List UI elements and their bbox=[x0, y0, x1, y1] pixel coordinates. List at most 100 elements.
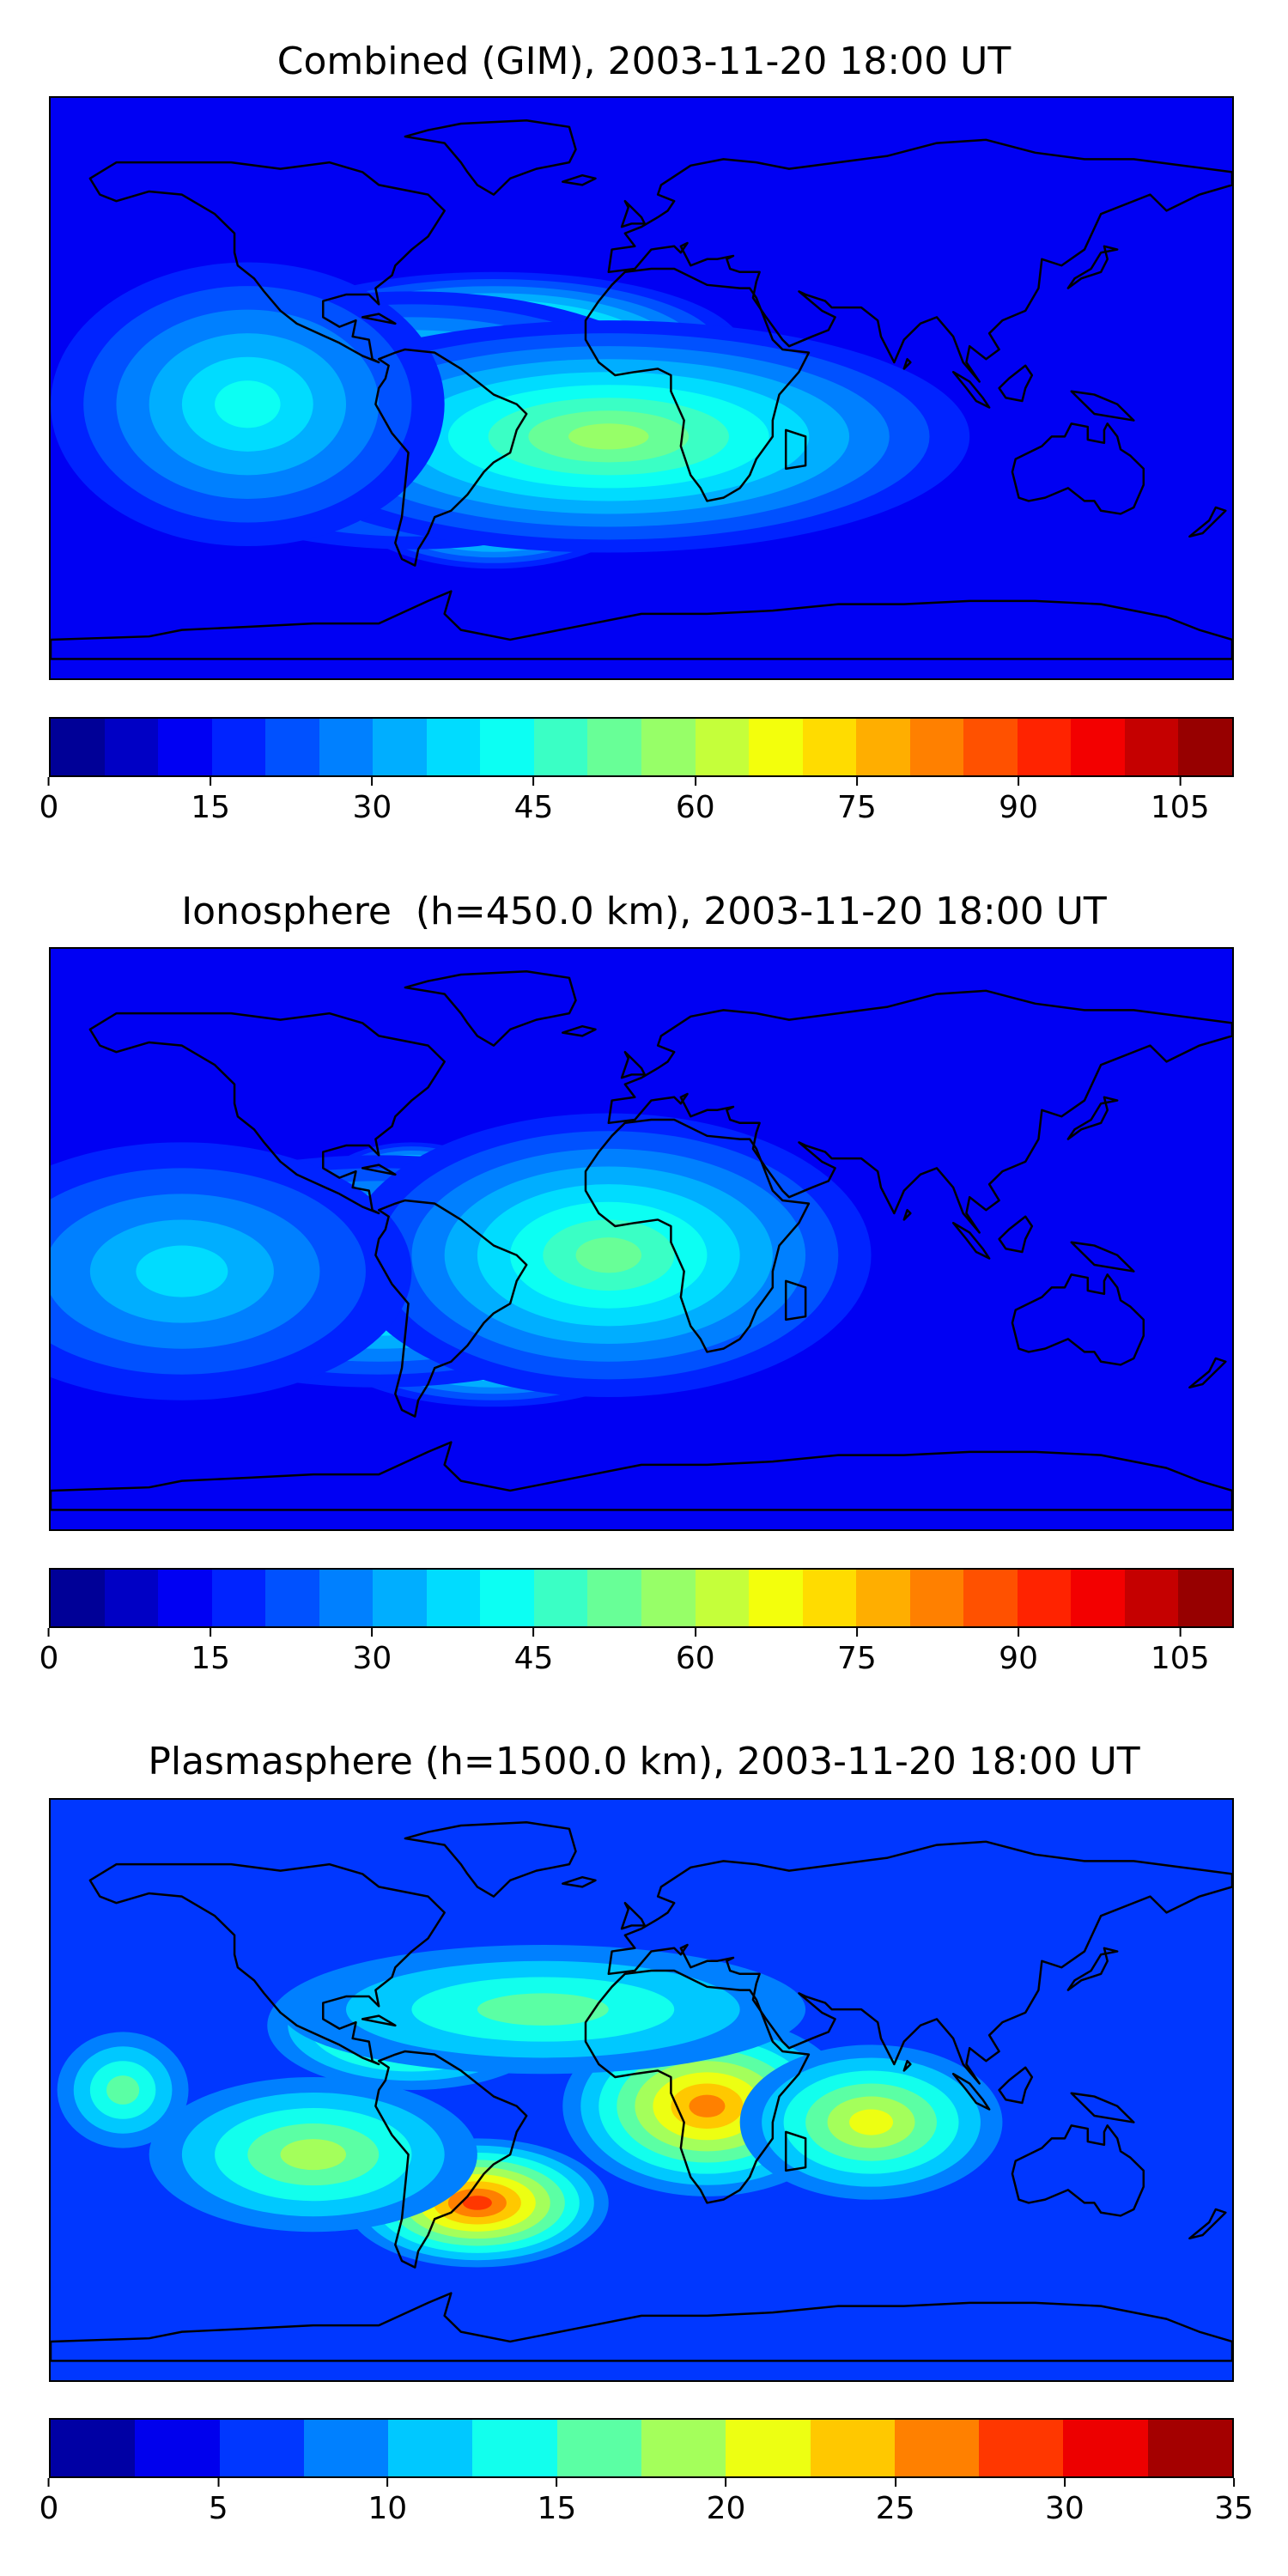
colorbar-tick: 30 bbox=[352, 777, 392, 827]
colorbar-tick: 0 bbox=[39, 1628, 58, 1678]
colorbar-tick-label: 60 bbox=[675, 790, 715, 825]
coastline bbox=[620, 1050, 647, 1079]
colorbar-swatch bbox=[963, 719, 1018, 775]
colorbar-swatch bbox=[51, 1570, 105, 1626]
contour-level bbox=[689, 2094, 726, 2117]
coastline bbox=[1011, 2124, 1145, 2217]
colorbar-swatch bbox=[104, 1570, 159, 1626]
panel-2-map bbox=[49, 947, 1234, 1531]
coastline bbox=[620, 1901, 647, 1930]
colorbar-tick: 10 bbox=[368, 2478, 407, 2528]
coastline bbox=[361, 1163, 397, 1176]
colorbar-swatch bbox=[695, 1570, 750, 1626]
coastline bbox=[998, 2066, 1034, 2105]
colorbar-tick: 75 bbox=[837, 777, 877, 827]
coastline bbox=[404, 1821, 577, 1898]
colorbar-swatch bbox=[641, 719, 696, 775]
coastline bbox=[784, 2130, 807, 2172]
coastline bbox=[374, 1199, 528, 1418]
coastline bbox=[998, 1215, 1034, 1254]
coastline bbox=[562, 1024, 597, 1037]
colorbar-swatch bbox=[51, 2420, 136, 2476]
panel-1-colorbar-ticks: 0 15 30 45 60 75 90 105 bbox=[39, 777, 1234, 829]
colorbar-swatch bbox=[1071, 719, 1125, 775]
colorbar-swatch bbox=[373, 1570, 427, 1626]
colorbar-tick-label: 90 bbox=[999, 1641, 1038, 1676]
colorbar-swatch bbox=[1017, 719, 1072, 775]
colorbar-swatch bbox=[303, 2420, 389, 2476]
coastline bbox=[88, 1012, 446, 1215]
colorbar-swatch bbox=[426, 719, 481, 775]
coastline bbox=[902, 357, 912, 370]
colorbar-swatch bbox=[587, 719, 642, 775]
coastline bbox=[1070, 1241, 1135, 1273]
colorbar-swatch bbox=[265, 1570, 319, 1626]
colorbar-swatch bbox=[135, 2420, 220, 2476]
coastline bbox=[88, 1862, 446, 2066]
coastline bbox=[584, 267, 811, 502]
colorbar-swatch bbox=[533, 719, 588, 775]
colorbar-swatch bbox=[480, 1570, 534, 1626]
coastline bbox=[584, 1969, 811, 2204]
colorbar-tick-label: 15 bbox=[537, 2491, 577, 2526]
coastline bbox=[620, 199, 647, 228]
colorbar-tick: 90 bbox=[999, 777, 1038, 827]
colorbar-tick: 105 bbox=[1151, 1628, 1210, 1678]
coastline bbox=[1070, 2092, 1135, 2123]
coastline bbox=[88, 161, 446, 364]
colorbar-tick-label: 75 bbox=[837, 1641, 877, 1676]
colorbar-tick-label: 30 bbox=[352, 790, 392, 825]
colorbar-swatch bbox=[802, 719, 857, 775]
colorbar-tick-label: 105 bbox=[1150, 790, 1210, 825]
colorbar-tick-label: 75 bbox=[837, 790, 877, 825]
colorbar-swatch bbox=[749, 719, 803, 775]
colorbar-tick: 15 bbox=[191, 777, 230, 827]
coastline bbox=[951, 1221, 991, 1260]
coastline bbox=[1066, 245, 1119, 289]
coastline bbox=[1188, 2208, 1227, 2240]
contour-level bbox=[477, 1993, 609, 2026]
colorbar-swatch bbox=[265, 719, 319, 775]
colorbar-swatch bbox=[1178, 1570, 1233, 1626]
contour-level bbox=[575, 1237, 642, 1273]
panel-3-colorbar bbox=[49, 2418, 1234, 2478]
colorbar-tick: 30 bbox=[352, 1628, 392, 1678]
coastline bbox=[374, 2050, 528, 2269]
colorbar-tick: 5 bbox=[209, 2478, 228, 2528]
colorbar-swatch bbox=[909, 1570, 964, 1626]
coastline bbox=[902, 2059, 912, 2072]
coastline bbox=[784, 428, 807, 471]
colorbar-swatch bbox=[856, 1570, 910, 1626]
contour-level bbox=[106, 2075, 140, 2105]
colorbar-swatch bbox=[51, 719, 105, 775]
colorbar-swatch bbox=[480, 719, 534, 775]
colorbar-swatch bbox=[1124, 719, 1179, 775]
colorbar-tick: 45 bbox=[514, 777, 553, 827]
coastline bbox=[374, 348, 528, 567]
colorbar-tick-label: 105 bbox=[1150, 1641, 1210, 1676]
contour-level bbox=[136, 1245, 228, 1297]
colorbar-tick: 0 bbox=[39, 777, 58, 827]
colorbar-tick: 75 bbox=[837, 1628, 877, 1678]
colorbar-tick: 105 bbox=[1151, 777, 1210, 827]
colorbar-tick: 0 bbox=[39, 2478, 58, 2528]
panel-2-colorbar bbox=[49, 1568, 1234, 1628]
colorbar-swatch bbox=[426, 1570, 481, 1626]
colorbar-swatch bbox=[219, 2420, 304, 2476]
colorbar-tick-label: 15 bbox=[191, 790, 231, 825]
colorbar-swatch bbox=[373, 719, 427, 775]
contour-level bbox=[215, 380, 281, 428]
colorbar-swatch bbox=[533, 1570, 588, 1626]
colorbar-tick-label: 45 bbox=[513, 1641, 554, 1676]
coastline bbox=[902, 1208, 912, 1221]
coastline bbox=[562, 1875, 597, 1888]
colorbar-tick: 20 bbox=[707, 2478, 745, 2528]
colorbar-tick: 15 bbox=[537, 2478, 577, 2528]
colorbar-tick: 35 bbox=[1214, 2478, 1254, 2528]
coastline bbox=[1011, 1273, 1145, 1366]
panel-1-colorbar bbox=[49, 717, 1234, 777]
colorbar-swatch bbox=[472, 2420, 557, 2476]
colorbar-swatch bbox=[388, 2420, 473, 2476]
colorbar-swatch bbox=[641, 1570, 696, 1626]
coastline bbox=[584, 1118, 811, 1353]
